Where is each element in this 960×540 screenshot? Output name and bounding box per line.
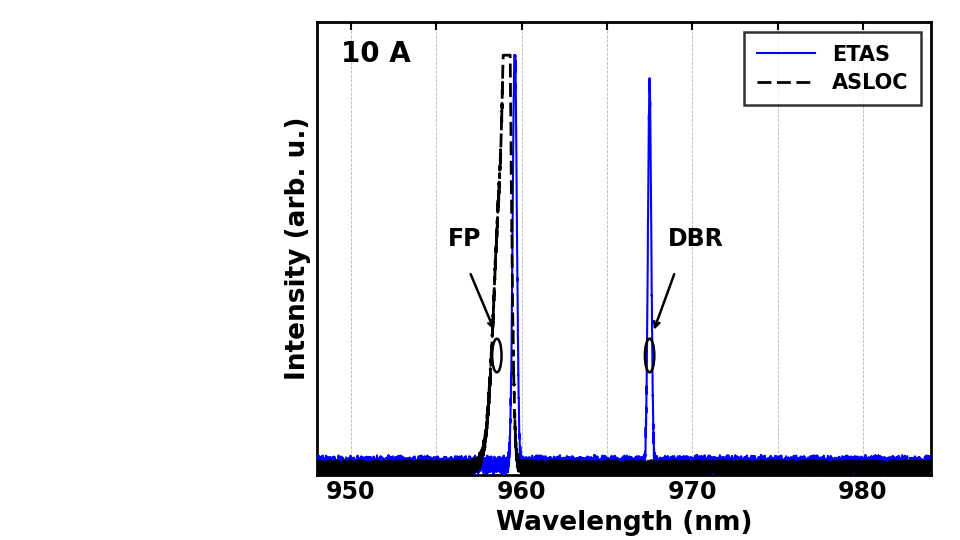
ASLOC (925, 458, 937, 464)
Line: ASLOC: ASLOC (317, 55, 931, 475)
ETAS (575, 472, 587, 478)
ETAS (892, 456, 903, 462)
ASLOC (760, 458, 772, 464)
ASLOC (892, 467, 903, 474)
ASLOC (311, 467, 323, 473)
ASLOC (497, 52, 509, 58)
ETAS (520, 461, 532, 467)
Text: FP: FP (448, 227, 482, 251)
ETAS (778, 457, 789, 464)
X-axis label: Wavelength (nm): Wavelength (nm) (495, 510, 753, 536)
ETAS (602, 457, 613, 463)
ETAS (509, 52, 520, 58)
ETAS (760, 464, 772, 471)
ASLOC (900, 467, 911, 474)
ETAS (311, 466, 323, 472)
Text: 10 A: 10 A (342, 40, 411, 68)
ASLOC (778, 460, 789, 466)
ASLOC (602, 471, 613, 478)
Legend: ETAS, ASLOC: ETAS, ASLOC (744, 32, 921, 105)
Y-axis label: Intensity (arb. u.): Intensity (arb. u.) (285, 117, 311, 380)
ASLOC (520, 469, 532, 476)
Line: ETAS: ETAS (317, 55, 931, 475)
Text: DBR: DBR (668, 227, 724, 251)
ETAS (900, 459, 911, 465)
ETAS (925, 468, 937, 474)
ASLOC (559, 472, 570, 478)
